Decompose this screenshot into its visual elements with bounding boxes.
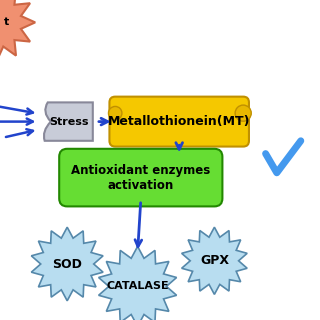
PathPatch shape <box>44 102 93 141</box>
Polygon shape <box>99 246 177 320</box>
Text: CATALASE: CATALASE <box>106 281 169 292</box>
Text: Metallothionein(MT): Metallothionein(MT) <box>108 115 251 128</box>
Text: GPX: GPX <box>200 254 229 267</box>
FancyBboxPatch shape <box>59 149 222 206</box>
Circle shape <box>235 105 251 121</box>
Polygon shape <box>31 227 103 301</box>
Text: Antioxidant enzymes
activation: Antioxidant enzymes activation <box>71 164 211 192</box>
Polygon shape <box>182 227 247 294</box>
Circle shape <box>108 107 122 120</box>
Text: Stress: Stress <box>49 116 89 127</box>
FancyBboxPatch shape <box>109 97 249 147</box>
Polygon shape <box>0 0 35 61</box>
Text: t: t <box>4 17 9 28</box>
Text: SOD: SOD <box>52 258 82 270</box>
